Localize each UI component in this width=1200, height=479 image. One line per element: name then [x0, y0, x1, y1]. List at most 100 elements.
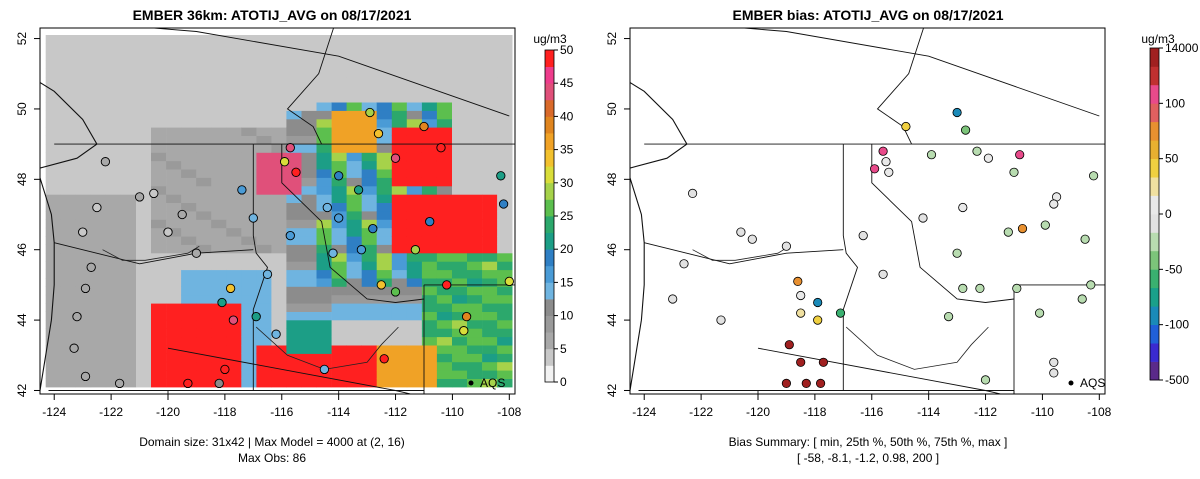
obs-point [368, 223, 378, 234]
grid-cell [136, 219, 152, 229]
grid-cell [452, 252, 468, 262]
grid-cell [376, 328, 393, 338]
grid-cell [361, 51, 378, 61]
grid-cell [361, 127, 378, 136]
grid-cell [436, 286, 453, 296]
grid-cell [136, 102, 152, 111]
grid-cell [90, 252, 107, 262]
grid-cell [452, 76, 468, 86]
grid-cell [452, 144, 468, 153]
grid-cell [301, 211, 317, 220]
grid-cell [497, 60, 513, 69]
grid-cell [391, 60, 408, 69]
grid-cell [241, 345, 257, 354]
grid-cell [226, 378, 242, 388]
bias-point [958, 202, 968, 213]
model-grid-heatmap [40, 28, 515, 394]
grid-cell [271, 185, 287, 195]
grid-cell [60, 236, 77, 245]
grid-cell [482, 227, 498, 237]
grid-cell [452, 102, 468, 111]
grid-cell [331, 269, 347, 279]
grid-cell [151, 294, 167, 304]
grid-cell [286, 328, 302, 338]
grid-cell [105, 294, 122, 304]
grid-cell [90, 160, 107, 170]
grid-cell [256, 76, 272, 86]
grid-cell [196, 135, 212, 145]
grid-cell [60, 177, 77, 187]
grid-cell [346, 227, 362, 237]
grid-cell [436, 219, 453, 229]
grid-cell [196, 336, 212, 346]
grid-cell [196, 202, 212, 212]
grid-cell [120, 110, 137, 120]
grid-cell [316, 244, 332, 254]
bias-point [813, 297, 823, 308]
grid-cell [105, 219, 122, 229]
grid-cell [271, 144, 287, 153]
grid-cell [136, 43, 152, 53]
grid-cell [120, 361, 137, 371]
grid-cell [391, 269, 408, 279]
grid-cell [256, 244, 272, 254]
grid-cell [376, 185, 393, 195]
grid-cell [196, 177, 212, 187]
grid-cell [316, 236, 332, 245]
grid-cell [452, 118, 468, 128]
grid-cell [196, 51, 212, 61]
obs-point [279, 157, 290, 167]
grid-cell [482, 51, 498, 61]
grid-cell [271, 353, 287, 363]
grid-cell [286, 336, 302, 346]
grid-cell [241, 361, 257, 371]
grid-cell [241, 202, 257, 212]
grid-cell [482, 43, 498, 53]
right-x-axis: -124 -122 -120 -118 -116 -114 -112 -110 -108 [632, 394, 1112, 419]
grid-cell [75, 135, 92, 145]
grid-cell [467, 219, 483, 229]
bias-point [901, 121, 911, 132]
grid-cell [136, 311, 152, 321]
x-tick-label: -112 [974, 405, 997, 419]
grid-cell [271, 152, 287, 162]
grid-cell [361, 43, 378, 53]
grid-cell [90, 303, 107, 312]
grid-cell [75, 51, 92, 61]
grid-cell [376, 60, 393, 69]
grid-cell [166, 102, 182, 111]
grid-cell [331, 278, 347, 287]
grid-cell [196, 236, 212, 245]
grid-cell [45, 303, 62, 312]
grid-cell [151, 93, 167, 103]
grid-cell [45, 102, 62, 111]
grid-cell [482, 219, 498, 229]
grid-cell [211, 227, 227, 237]
grid-cell [105, 93, 122, 103]
grid-cell [406, 269, 423, 279]
colorbar-swatch [545, 216, 554, 233]
right-legend-unit: ug/m3 [1141, 32, 1175, 46]
grid-cell [286, 211, 302, 220]
grid-cell [346, 328, 362, 338]
obs-point [92, 202, 102, 213]
grid-cell [60, 169, 77, 178]
colorbar-swatch [545, 133, 554, 150]
grid-cell [256, 378, 272, 388]
grid-cell [331, 328, 347, 338]
grid-cell [497, 85, 513, 95]
grid-cell [45, 169, 62, 178]
grid-cell [166, 311, 182, 321]
grid-cell [105, 102, 122, 111]
grid-cell [361, 219, 378, 229]
grid-cell [331, 370, 347, 379]
grid-cell [45, 269, 62, 279]
grid-cell [436, 244, 453, 254]
grid-cell [406, 345, 423, 354]
colorbar-swatch [545, 332, 554, 350]
grid-cell [421, 85, 438, 95]
grid-cell [196, 43, 212, 53]
grid-cell [136, 294, 152, 304]
grid-cell [331, 286, 347, 296]
grid-cell [196, 85, 212, 95]
